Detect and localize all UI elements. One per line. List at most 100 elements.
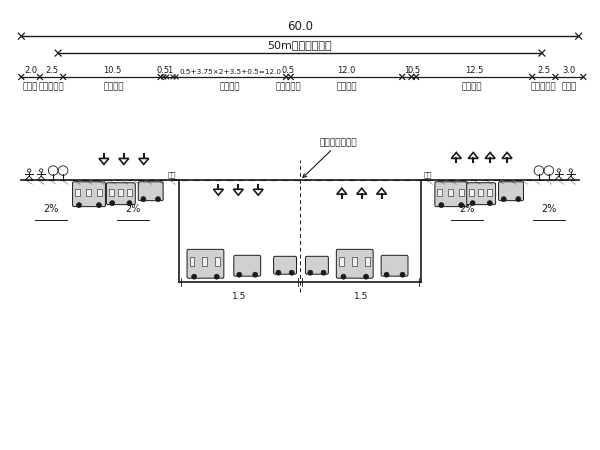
Circle shape [501, 197, 506, 202]
FancyBboxPatch shape [118, 189, 123, 196]
Polygon shape [214, 189, 223, 195]
FancyBboxPatch shape [109, 189, 114, 196]
Text: 地面铺路: 地面铺路 [461, 82, 482, 91]
FancyBboxPatch shape [435, 182, 468, 207]
Polygon shape [468, 153, 478, 158]
FancyBboxPatch shape [305, 256, 328, 274]
Text: 1.5: 1.5 [232, 292, 247, 301]
Text: 10.5: 10.5 [103, 66, 121, 75]
Circle shape [40, 169, 43, 172]
Text: 1: 1 [404, 66, 409, 75]
Text: 2%: 2% [125, 204, 140, 214]
Text: 2%: 2% [43, 204, 59, 214]
Circle shape [77, 202, 82, 207]
Text: 0.5: 0.5 [407, 66, 421, 75]
Polygon shape [451, 153, 461, 158]
Circle shape [127, 201, 132, 206]
Text: 2.0: 2.0 [24, 66, 37, 75]
Circle shape [569, 169, 572, 172]
FancyBboxPatch shape [437, 189, 442, 196]
FancyBboxPatch shape [478, 189, 483, 196]
Polygon shape [502, 153, 512, 158]
Circle shape [28, 169, 31, 172]
FancyBboxPatch shape [187, 249, 224, 278]
Circle shape [534, 166, 544, 176]
FancyBboxPatch shape [365, 257, 370, 266]
Circle shape [470, 201, 475, 206]
Circle shape [364, 274, 368, 279]
FancyBboxPatch shape [499, 182, 523, 201]
FancyBboxPatch shape [202, 257, 208, 266]
Text: 地面铺路: 地面铺路 [104, 82, 124, 91]
Circle shape [141, 197, 146, 202]
Text: 人行道: 人行道 [23, 82, 38, 91]
Text: 非机动车道: 非机动车道 [531, 82, 557, 91]
Text: 12.5: 12.5 [465, 66, 484, 75]
Text: 0.5: 0.5 [157, 66, 170, 75]
Polygon shape [233, 189, 243, 195]
Polygon shape [139, 158, 149, 164]
FancyBboxPatch shape [215, 257, 220, 266]
FancyBboxPatch shape [469, 189, 474, 196]
FancyBboxPatch shape [86, 189, 91, 196]
Text: 3.0: 3.0 [563, 66, 576, 75]
FancyBboxPatch shape [127, 189, 132, 196]
Text: 2%: 2% [541, 204, 557, 214]
Circle shape [459, 202, 464, 207]
Circle shape [516, 197, 521, 202]
FancyBboxPatch shape [106, 183, 135, 205]
Text: 60.0: 60.0 [287, 20, 313, 33]
Text: 0.5+3.75×2+3.5+0.5=12.0: 0.5+3.75×2+3.5+0.5=12.0 [179, 69, 281, 75]
Text: 地面: 地面 [168, 172, 176, 178]
Polygon shape [485, 153, 495, 158]
Polygon shape [253, 189, 263, 195]
Circle shape [439, 202, 444, 207]
Circle shape [557, 169, 560, 172]
Text: 2.5: 2.5 [538, 66, 550, 75]
FancyBboxPatch shape [487, 189, 492, 196]
Circle shape [155, 197, 160, 202]
Text: 0.5: 0.5 [282, 66, 295, 75]
FancyBboxPatch shape [73, 182, 106, 207]
Text: 1.5: 1.5 [353, 292, 368, 301]
Text: 道路设计中心线: 道路设计中心线 [303, 139, 358, 177]
FancyBboxPatch shape [75, 189, 80, 196]
Polygon shape [357, 188, 367, 194]
FancyBboxPatch shape [190, 257, 194, 266]
Circle shape [97, 202, 101, 207]
Circle shape [110, 201, 115, 206]
FancyBboxPatch shape [352, 257, 357, 266]
FancyBboxPatch shape [337, 249, 373, 278]
Circle shape [214, 274, 219, 279]
Polygon shape [337, 188, 347, 194]
Polygon shape [119, 158, 129, 164]
FancyBboxPatch shape [448, 189, 453, 196]
Text: 12.0: 12.0 [337, 66, 356, 75]
FancyBboxPatch shape [97, 189, 102, 196]
FancyBboxPatch shape [467, 183, 496, 205]
Text: 非机动车道: 非机动车道 [38, 82, 64, 91]
Text: 50m（规划红线）: 50m（规划红线） [268, 40, 332, 50]
Circle shape [400, 272, 405, 277]
Circle shape [49, 166, 58, 176]
FancyBboxPatch shape [234, 255, 260, 276]
Text: 主线地道: 主线地道 [336, 82, 357, 91]
FancyBboxPatch shape [274, 256, 296, 274]
Text: 2.5: 2.5 [45, 66, 58, 75]
Text: 1: 1 [167, 66, 173, 75]
Circle shape [276, 270, 281, 275]
Circle shape [58, 166, 68, 176]
FancyBboxPatch shape [138, 182, 163, 201]
Circle shape [191, 274, 197, 279]
Circle shape [308, 270, 313, 275]
Circle shape [289, 270, 294, 275]
FancyBboxPatch shape [381, 255, 408, 276]
FancyBboxPatch shape [459, 189, 464, 196]
Polygon shape [377, 188, 386, 194]
Circle shape [487, 201, 492, 206]
Circle shape [237, 272, 242, 277]
Circle shape [544, 166, 554, 176]
Circle shape [253, 272, 257, 277]
Circle shape [341, 274, 346, 279]
Circle shape [384, 272, 389, 277]
